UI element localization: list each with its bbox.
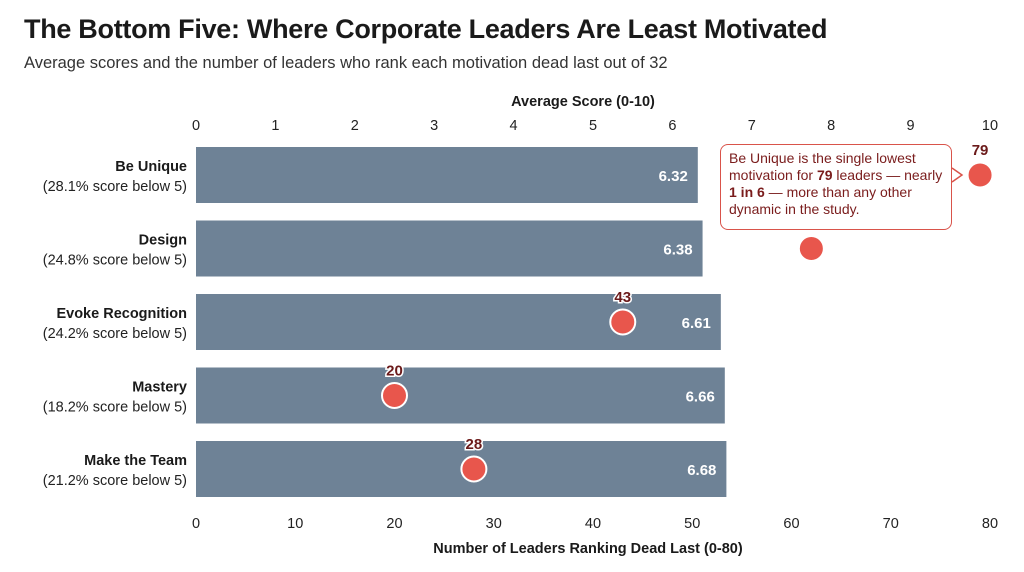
category-label-2: Evoke Recognition <box>56 306 187 322</box>
category-note-1: (24.8% score below 5) <box>43 253 187 269</box>
chart-subtitle: Average scores and the number of leaders… <box>24 54 668 72</box>
bar-1 <box>196 220 703 277</box>
top-tick-label-3: 3 <box>430 118 438 134</box>
dot-0 <box>966 161 994 189</box>
bar-0 <box>196 147 698 203</box>
category-label-4: Make the Team <box>84 453 187 469</box>
top-tick-label-7: 7 <box>748 118 756 134</box>
bottom-tick-label-3: 30 <box>486 516 502 532</box>
dot-1 <box>797 235 825 262</box>
top-tick-label-8: 8 <box>827 118 835 134</box>
top-axis-title: Average Score (0-10) <box>511 94 655 110</box>
category-label-1: Design <box>139 233 187 249</box>
bar-3 <box>196 367 725 424</box>
top-tick-label-10: 10 <box>982 118 998 134</box>
bottom-tick-label-5: 50 <box>684 516 700 532</box>
dot-2 <box>609 308 637 336</box>
bottom-axis-title: Number of Leaders Ranking Dead Last (0-8… <box>433 541 743 557</box>
dot-value-label-0: 79 <box>972 142 989 159</box>
dot-value-label-4: 28 <box>466 436 483 453</box>
top-tick-label-4: 4 <box>510 118 518 134</box>
annotation-text-1: Be Unique is the single lowest motivatio… <box>729 150 916 183</box>
annotation-text-3: — more than any other dynamic in the stu… <box>729 184 912 217</box>
bar-2 <box>196 294 721 350</box>
category-note-0: (28.1% score below 5) <box>43 179 187 195</box>
top-tick-label-5: 5 <box>589 118 597 134</box>
bottom-tick-label-4: 40 <box>585 516 601 532</box>
top-tick-label-9: 9 <box>907 118 915 134</box>
category-note-4: (21.2% score below 5) <box>43 473 187 489</box>
chart-title: The Bottom Five: Where Corporate Leaders… <box>24 14 828 44</box>
callout-pointer <box>951 167 964 183</box>
bar-value-label-4: 6.68 <box>687 462 716 479</box>
bar-value-label-3: 6.66 <box>686 389 715 406</box>
category-note-3: (18.2% score below 5) <box>43 400 187 416</box>
top-tick-label-0: 0 <box>192 118 200 134</box>
dot-value-label-2: 43 <box>614 289 631 306</box>
bottom-tick-label-0: 0 <box>192 516 200 532</box>
category-note-2: (24.2% score below 5) <box>43 326 187 342</box>
dot-value-label-3: 20 <box>386 363 403 380</box>
bottom-tick-label-6: 60 <box>783 516 799 532</box>
bottom-tick-label-7: 70 <box>883 516 899 532</box>
category-label-3: Mastery <box>132 380 187 396</box>
dot-4 <box>460 455 488 483</box>
annotation-bold-ratio: 1 in 6 <box>729 184 765 200</box>
annotation-callout: Be Unique is the single lowest motivatio… <box>720 144 952 230</box>
annotation-text-2: leaders — nearly <box>832 167 943 183</box>
bar-value-label-1: 6.38 <box>663 242 692 259</box>
category-label-0: Be Unique <box>115 159 187 175</box>
top-tick-label-2: 2 <box>351 118 359 134</box>
bar-value-label-0: 6.32 <box>659 168 688 185</box>
top-tick-label-6: 6 <box>668 118 676 134</box>
annotation-bold-count: 79 <box>816 167 833 183</box>
bottom-tick-label-8: 80 <box>982 516 998 532</box>
bottom-tick-label-2: 20 <box>386 516 402 532</box>
bar-value-label-2: 6.61 <box>682 315 711 332</box>
bottom-tick-label-1: 10 <box>287 516 303 532</box>
dot-3 <box>381 382 408 409</box>
top-tick-label-1: 1 <box>271 118 279 134</box>
